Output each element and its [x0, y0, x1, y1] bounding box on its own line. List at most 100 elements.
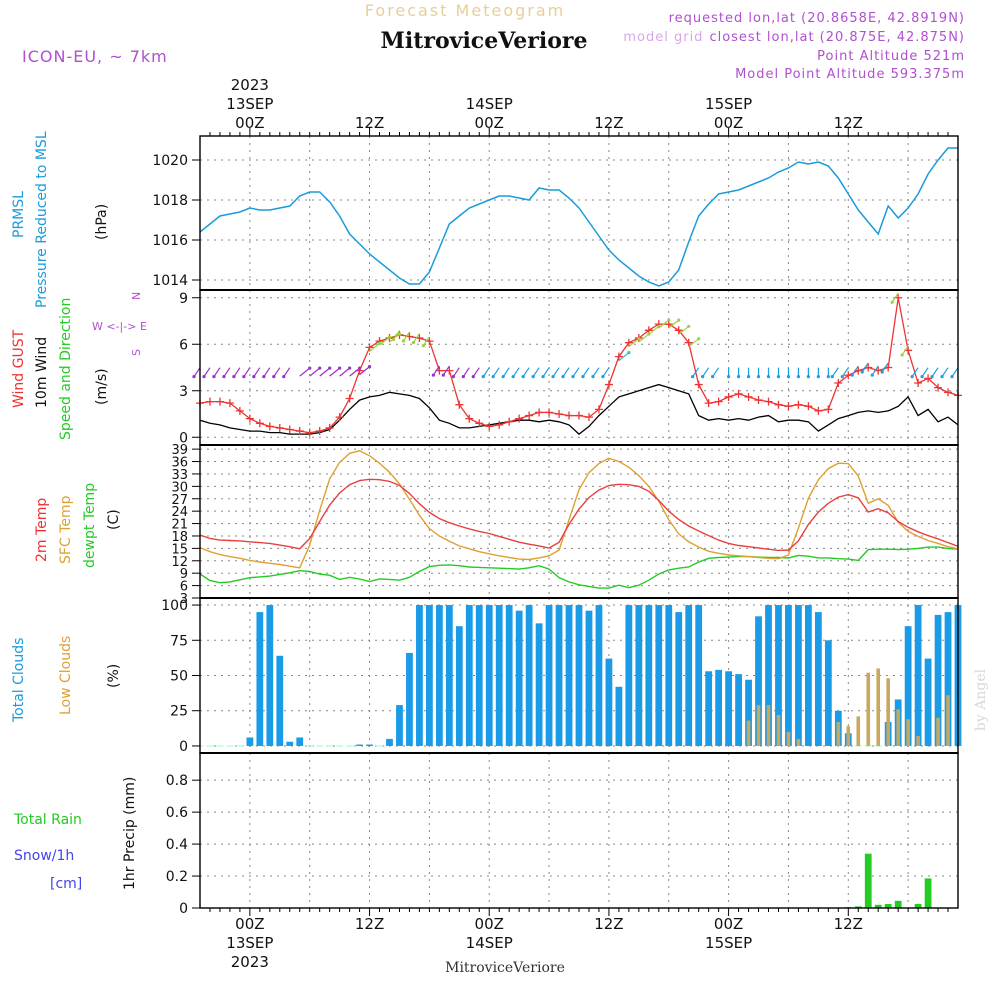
- total-cloud-bar: [805, 605, 812, 746]
- time-label-top: 00Z: [475, 114, 504, 132]
- ytick-label-precip: 0.4: [166, 837, 188, 853]
- wind-arrow-head: [830, 375, 834, 379]
- time-label-bottom: 13SEP: [226, 934, 273, 952]
- ytick-label-temp: 3: [180, 592, 188, 607]
- wind-gust-label: Wind GUST: [11, 329, 27, 408]
- gust-marker: [225, 399, 234, 408]
- wind-arrow: [462, 367, 470, 377]
- wind-arrow: [432, 365, 440, 376]
- ytick-label-temp: 33: [171, 468, 188, 483]
- wind-arrow: [831, 367, 839, 377]
- wind-arrow: [283, 367, 291, 377]
- total-cloud-bar: [276, 655, 284, 746]
- total-cloud-bar: [575, 605, 583, 746]
- wind-arrow-head: [910, 375, 914, 379]
- ytick-label-temp: 36: [171, 456, 188, 471]
- total-cloud-bar: [685, 605, 693, 746]
- wind-arrow: [592, 367, 600, 377]
- gust-marker: [834, 379, 843, 387]
- wind-arrow: [542, 367, 550, 377]
- gust-marker: [475, 419, 484, 428]
- time-label-top: 2023: [231, 76, 269, 94]
- time-label-top: 12Z: [355, 114, 384, 132]
- wind-arrow-head: [308, 366, 312, 370]
- rain-bar: [924, 878, 932, 908]
- wind-arrow: [402, 331, 410, 342]
- rain-label: Total Rain: [13, 812, 82, 828]
- wind-arrow: [552, 367, 560, 377]
- wind-arrow-head: [551, 375, 555, 379]
- ytick-label-wind: 6: [179, 337, 188, 353]
- gust-marker: [255, 419, 264, 428]
- gust-marker: [754, 396, 763, 405]
- low-cloud-bar: [936, 717, 940, 746]
- wind-arrow-head: [338, 366, 342, 370]
- wind-arrow-head: [262, 375, 266, 379]
- point-altitude: Point Altitude 521m: [817, 49, 965, 64]
- total-cloud-bar: [485, 605, 493, 746]
- wind-arrow: [871, 365, 879, 376]
- wind-arrow: [309, 367, 321, 377]
- gust-marker: [614, 352, 623, 361]
- wind-arrow-head: [940, 375, 944, 379]
- gust-marker: [525, 411, 534, 420]
- wind-arrow: [602, 367, 610, 377]
- low-cloud-bar: [896, 709, 900, 746]
- total-cloud-bar: [625, 605, 633, 746]
- time-label-top: 12Z: [594, 114, 623, 132]
- compass-we: W <-|-> E: [92, 320, 147, 333]
- ytick-label-pressure: 1018: [152, 193, 188, 209]
- compass-n: N: [130, 292, 143, 300]
- wind-arrow: [392, 330, 400, 340]
- axes-layer: 1014101610181020036936912151821242730333…: [152, 128, 959, 917]
- wind-arrow: [532, 367, 540, 377]
- wind-arrow-head: [691, 375, 695, 379]
- ytick-label-temp: 18: [171, 530, 188, 545]
- wind-arrow-head: [202, 375, 206, 379]
- pressure-side-labels: PRMSL Pressure Reduced to MSL (hPa): [11, 131, 110, 308]
- pressure-line: [199, 147, 958, 287]
- total-cloud-bar: [585, 610, 593, 746]
- total-cloud-bar: [565, 605, 573, 746]
- time-label-top: 13SEP: [226, 95, 273, 113]
- wind-arrow: [851, 365, 859, 376]
- gust-marker: [465, 414, 474, 423]
- gust-marker: [495, 420, 504, 429]
- gust-marker: [275, 423, 284, 432]
- wind-arrow: [329, 367, 341, 377]
- dewpt-line: [199, 546, 959, 589]
- gust-marker: [455, 400, 464, 409]
- wind-arrow: [213, 367, 221, 377]
- total-cloud-bar: [286, 741, 294, 746]
- snow-unit-label: [cm]: [50, 876, 82, 892]
- wind-arrow-head: [637, 337, 641, 341]
- wind-arrow: [233, 367, 241, 377]
- total-cloud-bar: [944, 612, 952, 746]
- wind-arrow-head: [701, 375, 705, 379]
- grid-layer: [200, 136, 958, 909]
- total-cloud-bar: [635, 605, 643, 746]
- ytick-label-pressure: 1020: [152, 153, 188, 169]
- wind-arrow: [369, 342, 380, 352]
- time-label-bottom: 00Z: [714, 915, 743, 933]
- wind-arrow-head: [736, 375, 741, 379]
- temp-unit: (C): [106, 509, 122, 530]
- gust-marker: [315, 427, 324, 436]
- wind-arrow: [193, 367, 201, 377]
- low-cloud-bar: [866, 672, 871, 746]
- time-label-top: 00Z: [235, 114, 264, 132]
- ytick-label-temp: 12: [171, 555, 188, 570]
- total-cloud-bar: [725, 671, 732, 746]
- wind-arrow-head: [387, 335, 392, 339]
- wind-arrow-head: [431, 373, 435, 377]
- gust-marker: [575, 411, 583, 420]
- wind-arrow-head: [411, 340, 416, 345]
- total-cloud-bar: [775, 605, 782, 746]
- total-cloud-bar: [246, 737, 254, 746]
- gust-marker: [594, 405, 603, 414]
- wind-arrow-head: [776, 375, 781, 379]
- ytick-label-wind: 9: [179, 291, 188, 307]
- gust-marker: [814, 406, 823, 415]
- ytick-label-cloud: 75: [170, 633, 188, 649]
